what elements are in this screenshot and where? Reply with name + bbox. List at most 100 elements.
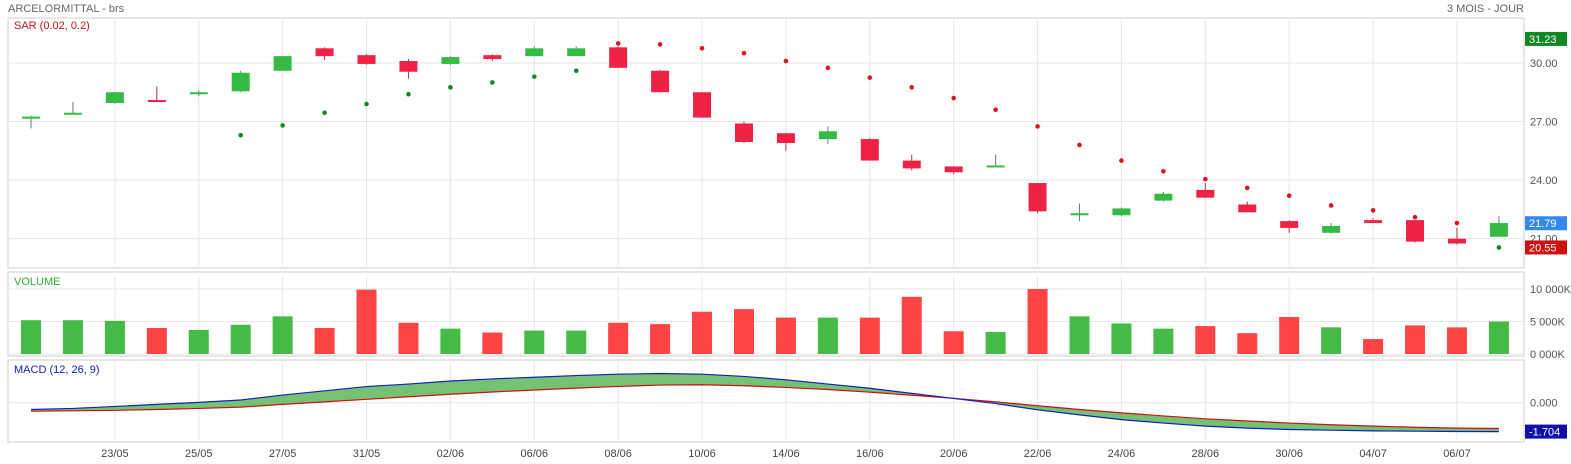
volume-bar bbox=[1069, 316, 1090, 354]
candle-body bbox=[986, 165, 1005, 168]
x-tick-label: 31/05 bbox=[353, 448, 381, 460]
sar-dot bbox=[1077, 142, 1082, 148]
volume-bar bbox=[1446, 327, 1467, 354]
candle-body bbox=[483, 55, 502, 60]
candle-body bbox=[693, 92, 712, 118]
candle-body bbox=[944, 166, 963, 173]
macd-lines bbox=[30, 372, 1499, 433]
candlesticks bbox=[22, 46, 1508, 245]
volume-bar bbox=[398, 322, 419, 354]
candle-body bbox=[609, 47, 628, 68]
price-label: 31.23 bbox=[1529, 34, 1557, 46]
price-label-box bbox=[1525, 240, 1567, 255]
x-tick-label: 22/06 bbox=[1024, 448, 1052, 460]
x-tick-label: 14/06 bbox=[772, 448, 800, 460]
sar-dot bbox=[573, 68, 579, 74]
macd-value-box bbox=[1525, 424, 1567, 439]
macd-tick-label: 0.000 bbox=[1530, 398, 1558, 410]
volume-tick-label: 10 000K bbox=[1530, 284, 1571, 296]
price-label-box bbox=[1525, 31, 1567, 46]
x-tick-label: 06/07 bbox=[1443, 448, 1471, 460]
sar-dot bbox=[783, 58, 789, 64]
volume-bar bbox=[901, 296, 922, 354]
sar-dot bbox=[1119, 158, 1124, 163]
sar-dot bbox=[280, 123, 285, 128]
volume-panel bbox=[7, 271, 1525, 357]
volume-bar bbox=[817, 317, 838, 354]
volume-bar bbox=[566, 330, 587, 354]
volume-bar bbox=[314, 328, 335, 354]
sar-dot bbox=[1370, 208, 1376, 213]
sar-dot bbox=[1496, 245, 1502, 250]
sar-dot bbox=[1412, 214, 1418, 220]
sar-dot bbox=[364, 101, 369, 107]
volume-tick-label: 5 000K bbox=[1530, 317, 1566, 329]
candle-body bbox=[63, 112, 82, 115]
volume-bar bbox=[1363, 339, 1384, 354]
price-label-box bbox=[1525, 216, 1567, 231]
volume-bar bbox=[1195, 326, 1216, 354]
x-tick-label: 16/06 bbox=[856, 448, 884, 460]
x-tick-label: 20/06 bbox=[940, 448, 968, 460]
sar-dots bbox=[238, 41, 1502, 250]
sar-dot bbox=[490, 80, 495, 85]
candle-body bbox=[1196, 189, 1215, 198]
x-tick-label: 24/06 bbox=[1108, 448, 1136, 460]
volume-bar bbox=[775, 317, 796, 354]
price-tick-label: 30.00 bbox=[1530, 58, 1558, 70]
candle-body bbox=[273, 56, 292, 71]
sar-dot bbox=[1286, 193, 1292, 199]
macd-histogram bbox=[31, 373, 1499, 432]
candle-body bbox=[902, 160, 921, 169]
sar-legend: SAR (0.02, 0.2) bbox=[14, 20, 90, 32]
volume-legend: VOLUME bbox=[14, 276, 60, 288]
candle-body bbox=[860, 139, 879, 161]
candle-body bbox=[189, 92, 208, 95]
sar-dot bbox=[699, 46, 705, 51]
volume-bar bbox=[230, 324, 251, 354]
volume-bar bbox=[1279, 316, 1300, 354]
volume-bar bbox=[104, 320, 125, 354]
sar-dot bbox=[531, 74, 537, 79]
sar-dot bbox=[909, 85, 915, 90]
volume-bar bbox=[146, 328, 167, 354]
grid-lines bbox=[9, 20, 1523, 440]
volume-bar bbox=[21, 320, 41, 354]
sar-dot bbox=[322, 110, 327, 116]
candle-body bbox=[1364, 220, 1383, 224]
volume-bar bbox=[188, 329, 209, 354]
sar-dot bbox=[741, 50, 747, 56]
sar-dot bbox=[615, 41, 621, 46]
candle-body bbox=[357, 55, 376, 64]
sar-dot bbox=[993, 107, 998, 113]
axes-labels: 23/05 25/05 27/05 31/05 02/06 06/06 08/06 10/06… bbox=[101, 31, 1571, 460]
volume-bar bbox=[524, 330, 545, 354]
macd-legend: MACD (12, 26, 9) bbox=[14, 364, 100, 376]
volume-bar bbox=[692, 311, 713, 354]
candle-body bbox=[441, 57, 460, 64]
sar-dot bbox=[1244, 185, 1250, 191]
price-tick-label: 27.00 bbox=[1530, 117, 1558, 129]
sar-dot bbox=[1203, 176, 1208, 182]
sar-dot bbox=[951, 95, 956, 101]
macd-histogram-area bbox=[31, 373, 1499, 432]
sar-dot bbox=[1161, 169, 1166, 174]
volume-bar bbox=[650, 324, 671, 354]
x-tick-label: 06/06 bbox=[521, 448, 549, 460]
period-label: 3 MOIS - JOUR bbox=[1447, 3, 1524, 15]
candle-body bbox=[567, 48, 586, 57]
volume-bar bbox=[1237, 333, 1258, 354]
volume-bar bbox=[62, 320, 83, 354]
candle-body bbox=[1406, 220, 1425, 242]
candle-body bbox=[1280, 221, 1299, 228]
candle-body bbox=[818, 131, 837, 140]
volume-bar bbox=[1405, 325, 1426, 354]
x-tick-label: 30/06 bbox=[1275, 448, 1303, 460]
signal-line bbox=[30, 384, 1499, 430]
x-tick-label: 25/05 bbox=[185, 448, 213, 460]
volume-bar bbox=[859, 317, 880, 354]
volume-bars bbox=[21, 289, 1509, 354]
price-panel bbox=[7, 17, 1525, 269]
candle-body bbox=[1112, 208, 1131, 216]
